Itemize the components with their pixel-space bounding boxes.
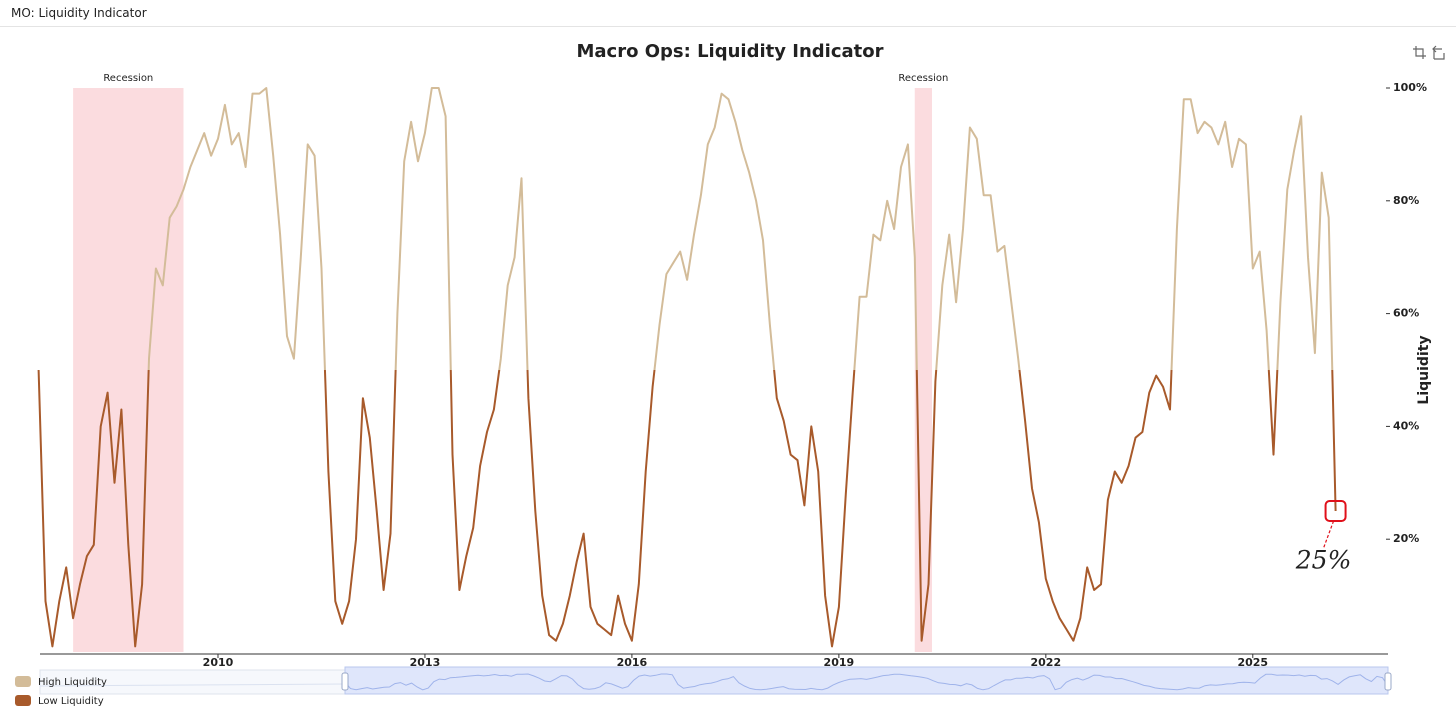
- x-tick-label: 2025: [1237, 656, 1268, 669]
- x-tick-label: 2013: [410, 656, 441, 669]
- legend-swatch[interactable]: [15, 676, 31, 687]
- reset-icon[interactable]: [1432, 45, 1445, 60]
- legend-label[interactable]: High Liquidity: [38, 677, 107, 688]
- y-tick-label: 60%: [1393, 307, 1419, 320]
- x-tick-label: 2019: [824, 656, 855, 669]
- legend-label[interactable]: Low Liquidity: [38, 696, 104, 707]
- navigator-history: [39, 683, 346, 687]
- y-axis-label: Liquidity: [1416, 335, 1432, 404]
- y-tick-label: 100%: [1393, 81, 1427, 94]
- top-bar: MO: Liquidity Indicator: [0, 0, 1456, 27]
- annotation-leader: [1323, 520, 1335, 549]
- recession-label: Recession: [103, 73, 153, 84]
- navigator-handle[interactable]: [341, 672, 349, 691]
- liquidity-line: [37, 87, 1337, 648]
- legend-swatch[interactable]: [15, 695, 31, 706]
- navigator-handle[interactable]: [1384, 672, 1392, 691]
- zoom-icon[interactable]: [1413, 46, 1426, 59]
- annotation-label: 25%: [1295, 546, 1352, 575]
- x-tick-label: 2022: [1031, 656, 1062, 669]
- recession-band: [73, 88, 184, 652]
- recession-label: Recession: [898, 73, 948, 84]
- x-tick-label: 2016: [617, 656, 648, 669]
- annotation-box: [1324, 500, 1347, 522]
- y-tick-label: 80%: [1393, 194, 1419, 207]
- toolbox[interactable]: [1413, 45, 1445, 60]
- y-tick-label: 20%: [1393, 532, 1419, 545]
- navigator-window[interactable]: [344, 666, 1389, 695]
- navigator-line: [344, 673, 1389, 691]
- x-tick-label: 2010: [203, 656, 234, 669]
- chart-title: Macro Ops: Liquidity Indicator: [576, 41, 883, 62]
- y-tick-label: 40%: [1393, 419, 1419, 432]
